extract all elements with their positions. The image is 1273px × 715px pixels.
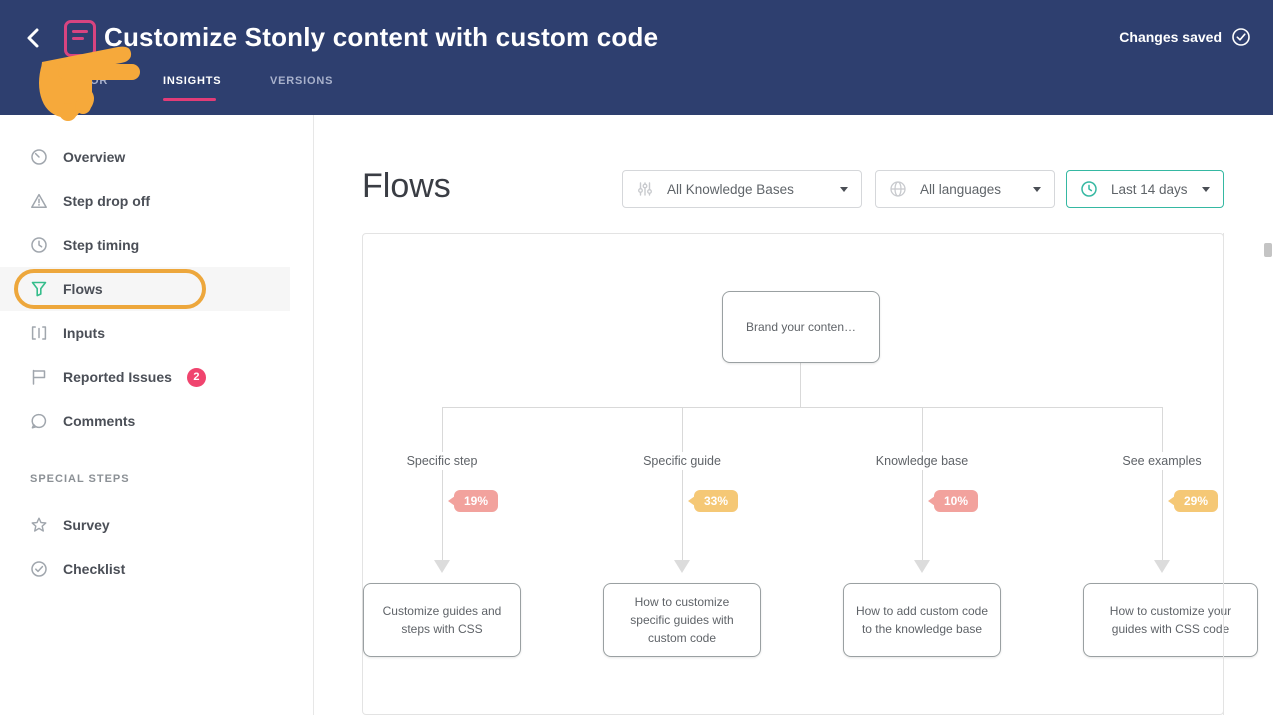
connector-line: [442, 407, 443, 560]
globe-icon: [890, 181, 906, 197]
gauge-icon: [31, 149, 47, 165]
active-tab-underline: [163, 98, 216, 101]
chevron-left-icon: [27, 28, 39, 48]
sidebar-item-inputs[interactable]: Inputs: [0, 311, 290, 355]
insights-sidebar: Overview Step drop off Step timing Flows: [0, 115, 314, 715]
clock-icon: [31, 237, 47, 253]
sidebar-item-label: Step drop off: [63, 193, 151, 209]
knowledge-base-filter[interactable]: All Knowledge Bases: [622, 170, 862, 208]
save-status-label: Changes saved: [1119, 29, 1222, 45]
page-heading: Flows: [362, 167, 451, 205]
sidebar-item-checklist[interactable]: Checklist: [0, 547, 290, 591]
check-circle-icon: [31, 561, 47, 577]
sidebar-item-label: Comments: [63, 413, 136, 429]
sidebar-item-label: Survey: [63, 517, 110, 533]
arrow-down-icon: [914, 560, 930, 573]
language-filter[interactable]: All languages: [875, 170, 1055, 208]
page-title: Customize Stonly content with custom cod…: [104, 22, 659, 52]
sidebar-item-survey[interactable]: Survey: [0, 503, 290, 547]
funnel-icon: [31, 281, 47, 297]
arrow-down-icon: [1154, 560, 1170, 573]
flow-leaf-node[interactable]: How to add custom code to the knowledge …: [843, 583, 1001, 657]
branch-label: See examples: [1114, 452, 1210, 470]
sidebar-item-step-drop-off[interactable]: Step drop off: [0, 179, 290, 223]
warning-icon: [31, 193, 47, 208]
check-circle-icon: [1232, 28, 1250, 46]
percent-badge: 33%: [687, 490, 739, 512]
header-tabs: EDITOR INSIGHTS VERSIONS: [0, 75, 1273, 103]
brackets-icon: [31, 326, 47, 340]
sidebar-item-flows[interactable]: Flows: [0, 267, 290, 311]
flow-leaf-node[interactable]: Customize guides and steps with CSS: [363, 583, 521, 657]
connector-line: [682, 407, 683, 560]
sidebar-item-label: Step timing: [63, 237, 140, 253]
star-icon: [31, 517, 47, 532]
sidebar-item-overview[interactable]: Overview: [0, 135, 290, 179]
sidebar-item-label: Reported Issues: [63, 369, 172, 385]
sidebar-item-step-timing[interactable]: Step timing: [0, 223, 290, 267]
chevron-down-icon: [1202, 186, 1210, 192]
branch-label: Knowledge base: [867, 452, 977, 470]
back-button[interactable]: [20, 24, 48, 52]
sidebar-item-label: Overview: [63, 149, 126, 165]
panel-right-border: [1223, 233, 1224, 715]
filter-label: Last 14 days: [1111, 181, 1188, 197]
sliders-icon: [638, 182, 652, 196]
sidebar-item-reported-issues[interactable]: Reported Issues 2: [0, 355, 290, 399]
sidebar-item-label: Checklist: [63, 561, 126, 577]
special-steps-section-label: SPECIAL STEPS: [30, 473, 130, 485]
chevron-down-icon: [1033, 186, 1041, 192]
filter-label: All languages: [920, 181, 1002, 197]
filter-label: All Knowledge Bases: [667, 181, 794, 197]
tab-versions[interactable]: VERSIONS: [270, 75, 334, 87]
issues-count-badge: 2: [186, 367, 206, 387]
percent-badge: 29%: [1167, 490, 1219, 512]
tab-insights[interactable]: INSIGHTS: [163, 75, 222, 87]
flow-root-node[interactable]: Brand your conten…: [722, 291, 880, 363]
connector-line: [800, 363, 801, 407]
comment-icon: [31, 413, 47, 429]
arrow-down-icon: [434, 560, 450, 573]
tab-editor[interactable]: EDITOR: [62, 75, 109, 87]
branch-label: Specific step: [398, 452, 486, 470]
connector-line: [1162, 407, 1163, 560]
flag-icon: [32, 369, 46, 385]
connector-line: [922, 407, 923, 560]
sidebar-item-comments[interactable]: Comments: [0, 399, 290, 443]
arrow-down-icon: [674, 560, 690, 573]
percent-badge: 10%: [927, 490, 979, 512]
connector-line: [442, 407, 1162, 408]
date-range-filter[interactable]: Last 14 days: [1066, 170, 1224, 208]
flow-leaf-node[interactable]: How to customize your guides with CSS co…: [1083, 583, 1258, 657]
guide-document-icon: [64, 20, 96, 57]
percent-badge: 19%: [447, 490, 499, 512]
chevron-down-icon: [840, 186, 848, 192]
scrollbar-thumb[interactable]: [1264, 243, 1272, 257]
header-bar: Customize Stonly content with custom cod…: [0, 0, 1273, 121]
sidebar-item-label: Inputs: [63, 325, 105, 341]
flow-leaf-node[interactable]: How to customize specific guides with cu…: [603, 583, 761, 657]
save-status: Changes saved: [1119, 27, 1251, 47]
branch-label: Specific guide: [635, 452, 729, 470]
clock-icon: [1081, 181, 1097, 197]
sidebar-item-label: Flows: [63, 281, 103, 297]
